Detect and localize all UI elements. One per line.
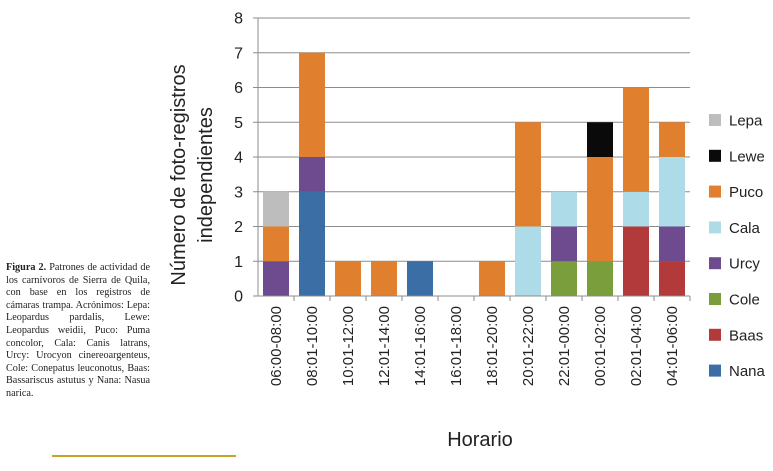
legend-label-lewe: Lewe <box>729 148 765 165</box>
legend-label-urcy: Urcy <box>729 256 760 273</box>
bar-segment-baas <box>659 261 685 296</box>
bar-segment-cala <box>659 157 685 227</box>
legend-label-lepa: Lepa <box>729 113 763 130</box>
y-tick-label: 8 <box>234 11 243 28</box>
bar-segment-puco <box>623 87 649 192</box>
bar-segment-puco <box>335 261 361 296</box>
x-tick-label: 02:01-04:00 <box>628 306 645 386</box>
bar-segment-cala <box>515 226 541 296</box>
legend-swatch-urcy <box>709 257 721 270</box>
bar-segment-puco <box>515 122 541 227</box>
bar-segment-puco <box>659 122 685 157</box>
bar-segment-baas <box>623 226 649 296</box>
legend-label-puco: Puco <box>729 184 763 201</box>
x-tick-label: 00:01-02:00 <box>592 306 609 386</box>
legend-swatch-lepa <box>709 114 721 126</box>
x-axis-title: Horario <box>447 429 513 451</box>
bar-segment-puco <box>479 261 505 296</box>
x-tick-label: 08:01-10:00 <box>304 306 321 386</box>
bar-segment-cole <box>551 261 577 296</box>
legend: Lepa Lewe Puco Cala Urcy Cole Baas Nana <box>709 113 766 380</box>
bar-segment-nana <box>299 191 325 296</box>
y-axis-title-line: independientes <box>195 107 217 243</box>
y-axis-title-line: Número de foto-registros <box>168 64 190 285</box>
x-tick-label: 06:00-08:00 <box>268 306 285 386</box>
bar-segment-urcy <box>299 157 325 192</box>
bar-segment-puco <box>587 157 613 262</box>
caption-text: Patrones de actividad de los carnívoros … <box>6 262 150 399</box>
y-tick-label: 7 <box>234 45 243 62</box>
x-tick-labels: 06:00-08:00 08:01-10:00 10:01-12:00 12:01-1… <box>268 306 681 386</box>
bar-segment-cole <box>587 261 613 296</box>
x-tick-label: 12:01-14:00 <box>376 306 393 386</box>
x-tick-label: 16:01-18:00 <box>448 306 465 386</box>
bar-segment-nana <box>407 261 433 296</box>
bar-segment-urcy <box>551 226 577 262</box>
bar-segment-lepa <box>263 191 289 227</box>
caption-label: Figura 2. <box>6 262 47 273</box>
gridlines <box>258 17 690 262</box>
legend-swatch-puco <box>709 185 721 198</box>
y-tick-labels: 0 1 2 3 4 5 6 7 8 <box>234 11 243 306</box>
y-tick-label: 5 <box>234 115 243 132</box>
y-tick-label: 3 <box>234 184 243 201</box>
legend-swatch-cole <box>709 293 721 305</box>
bar-segment-puco <box>299 52 325 157</box>
figure-caption: Figura 2. Patrones de actividad de los c… <box>6 262 150 401</box>
x-tick-label: 04:01-06:00 <box>664 306 681 386</box>
x-tick-label: 14:01-16:00 <box>412 306 429 386</box>
bar-segment-puco <box>263 226 289 262</box>
x-tick-label: 10:01-12:00 <box>340 306 357 386</box>
y-tick-label: 1 <box>234 254 243 271</box>
legend-label-cole: Cole <box>729 292 760 309</box>
bar-segment-urcy <box>263 261 289 296</box>
bar-segment-cala <box>551 191 577 227</box>
bar-segment-lewe <box>587 122 613 157</box>
legend-swatch-nana <box>709 364 721 377</box>
y-tick-label: 6 <box>234 80 243 97</box>
legend-label-baas: Baas <box>729 327 763 344</box>
axes-group <box>253 17 691 301</box>
x-tick-label: 20:01-22:00 <box>520 306 537 386</box>
legend-label-cala: Cala <box>729 220 761 237</box>
caption-underline <box>52 455 236 457</box>
bar-segment-cala <box>623 191 649 227</box>
y-tick-label: 2 <box>234 219 243 236</box>
x-tick-label: 22:01-00:00 <box>556 306 573 386</box>
x-tick-label: 18:01-20:00 <box>484 306 501 386</box>
legend-label-nana: Nana <box>729 363 766 380</box>
y-tick-label: 0 <box>234 289 243 306</box>
legend-swatch-lewe <box>709 149 721 162</box>
y-tick-label: 4 <box>234 150 243 167</box>
legend-swatch-baas <box>709 328 721 341</box>
y-axis-title: Número de foto-registros independientes <box>168 64 217 285</box>
bar-segment-urcy <box>659 226 685 262</box>
legend-swatch-cala <box>709 221 721 234</box>
bars-group <box>263 52 685 296</box>
bar-segment-puco <box>371 261 397 296</box>
